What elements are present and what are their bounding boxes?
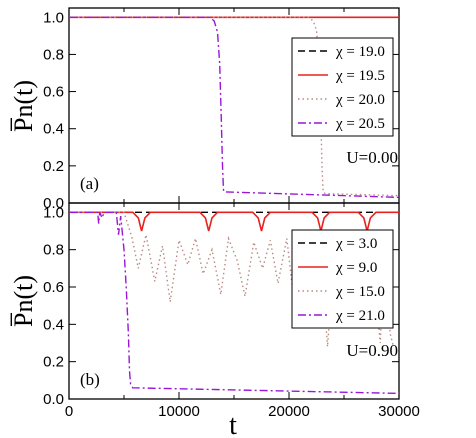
ylabel-a: P̅n(t) [9,80,38,132]
ytick-label-b-3: 0.6 [43,279,64,296]
ticks-a: 0.0 0.2 0.4 0.6 0.8 1.0 [43,8,400,212]
legend-label-a-3: χ = 20.5 [335,116,385,132]
annotation-a: U=0.00 [346,148,398,167]
series-line-b-2 [69,211,395,347]
ytick-label-a-0: 0.0 [43,195,64,212]
legend-label-b-3: χ = 21.0 [335,308,385,324]
xlabel: t [229,410,237,438]
ytick-label-b-2: 0.4 [43,316,64,333]
panel-label-b: (b) [80,370,100,389]
annotation-b: U=0.90 [346,341,398,360]
legend-label-b-0: χ = 3.0 [335,236,377,252]
ytick-label-b-0: 0.0 [43,391,64,408]
series-a [69,16,400,199]
legend-label-a-0: χ = 19.0 [335,44,385,60]
xtick-label-0: 0 [65,403,73,420]
legend-box-a [291,37,394,137]
legend-b: χ = 3.0 χ = 9.0 χ = 15.0 χ = 21.0 [291,229,394,329]
ytick-label-b-1: 0.2 [43,354,64,371]
panel-b: 0.0 0.2 0.4 0.6 0.8 1.0 0 10000 20000 30000 P̅n(t… [9,202,420,438]
xtick-label-1: 10000 [158,403,200,420]
legend-a: χ = 19.0 χ = 19.5 χ = 20.0 χ = 20.5 [291,37,394,137]
ytick-label-a-3: 0.6 [43,84,64,101]
legend-label-b-2: χ = 15.0 [335,284,385,300]
ylabel-b: P̅n(t) [9,275,38,327]
ytick-label-a-4: 0.8 [43,46,64,63]
legend-label-b-1: χ = 9.0 [335,260,377,276]
legend-box-b [291,229,394,329]
ticks-b: 0.0 0.2 0.4 0.6 0.8 1.0 0 10000 20000 30000 [43,203,420,420]
series-b [69,211,400,395]
legend-label-a-1: χ = 19.5 [335,68,385,84]
panel-a: 0.0 0.2 0.4 0.6 0.8 1.0 P̅n(t) (a) U=0.00 χ =… [9,7,400,212]
ytick-label-a-5: 1.0 [43,9,64,26]
xtick-label-3: 30000 [378,403,420,420]
legend-label-a-2: χ = 20.0 [335,92,385,108]
ytick-label-b-5: 1.0 [43,204,64,221]
xtick-label-2: 20000 [268,403,310,420]
ytick-label-a-2: 0.4 [43,121,64,138]
series-line-b-1 [69,211,399,232]
ytick-label-b-4: 0.8 [43,242,64,259]
series-line-a-2 [69,16,400,197]
panel-label-a: (a) [80,174,99,193]
ytick-label-a-1: 0.2 [43,158,64,175]
series-line-b-3 [69,211,400,395]
